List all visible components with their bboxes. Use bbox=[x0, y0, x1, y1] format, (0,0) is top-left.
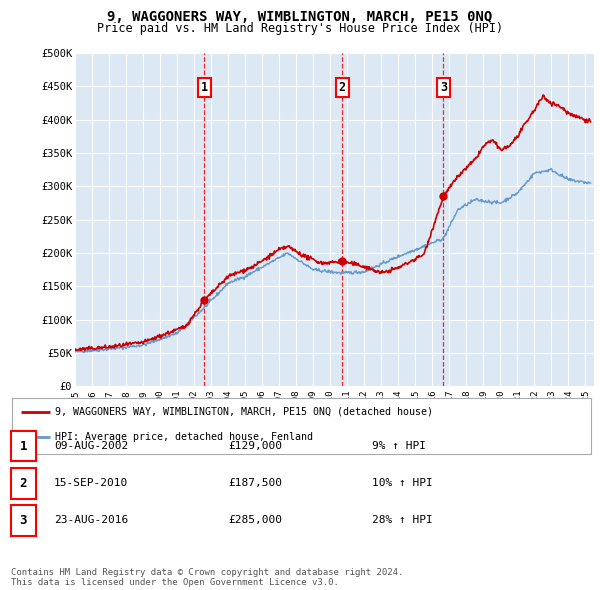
Text: 9, WAGGONERS WAY, WIMBLINGTON, MARCH, PE15 0NQ (detached house): 9, WAGGONERS WAY, WIMBLINGTON, MARCH, PE… bbox=[55, 407, 433, 417]
Text: £187,500: £187,500 bbox=[228, 478, 282, 488]
Text: 28% ↑ HPI: 28% ↑ HPI bbox=[372, 516, 433, 525]
Text: HPI: Average price, detached house, Fenland: HPI: Average price, detached house, Fenl… bbox=[55, 432, 313, 442]
Text: £285,000: £285,000 bbox=[228, 516, 282, 525]
Text: Contains HM Land Registry data © Crown copyright and database right 2024.
This d: Contains HM Land Registry data © Crown c… bbox=[11, 568, 403, 587]
Text: 9, WAGGONERS WAY, WIMBLINGTON, MARCH, PE15 0NQ: 9, WAGGONERS WAY, WIMBLINGTON, MARCH, PE… bbox=[107, 10, 493, 24]
Text: 23-AUG-2016: 23-AUG-2016 bbox=[54, 516, 128, 525]
Text: Price paid vs. HM Land Registry's House Price Index (HPI): Price paid vs. HM Land Registry's House … bbox=[97, 22, 503, 35]
Text: 09-AUG-2002: 09-AUG-2002 bbox=[54, 441, 128, 451]
Text: 2: 2 bbox=[20, 477, 27, 490]
Text: 15-SEP-2010: 15-SEP-2010 bbox=[54, 478, 128, 488]
Text: 3: 3 bbox=[440, 81, 447, 94]
Text: 9% ↑ HPI: 9% ↑ HPI bbox=[372, 441, 426, 451]
Text: 2: 2 bbox=[338, 81, 346, 94]
Text: 10% ↑ HPI: 10% ↑ HPI bbox=[372, 478, 433, 488]
Text: 3: 3 bbox=[20, 514, 27, 527]
Text: £129,000: £129,000 bbox=[228, 441, 282, 451]
Text: 1: 1 bbox=[201, 81, 208, 94]
Text: 1: 1 bbox=[20, 440, 27, 453]
